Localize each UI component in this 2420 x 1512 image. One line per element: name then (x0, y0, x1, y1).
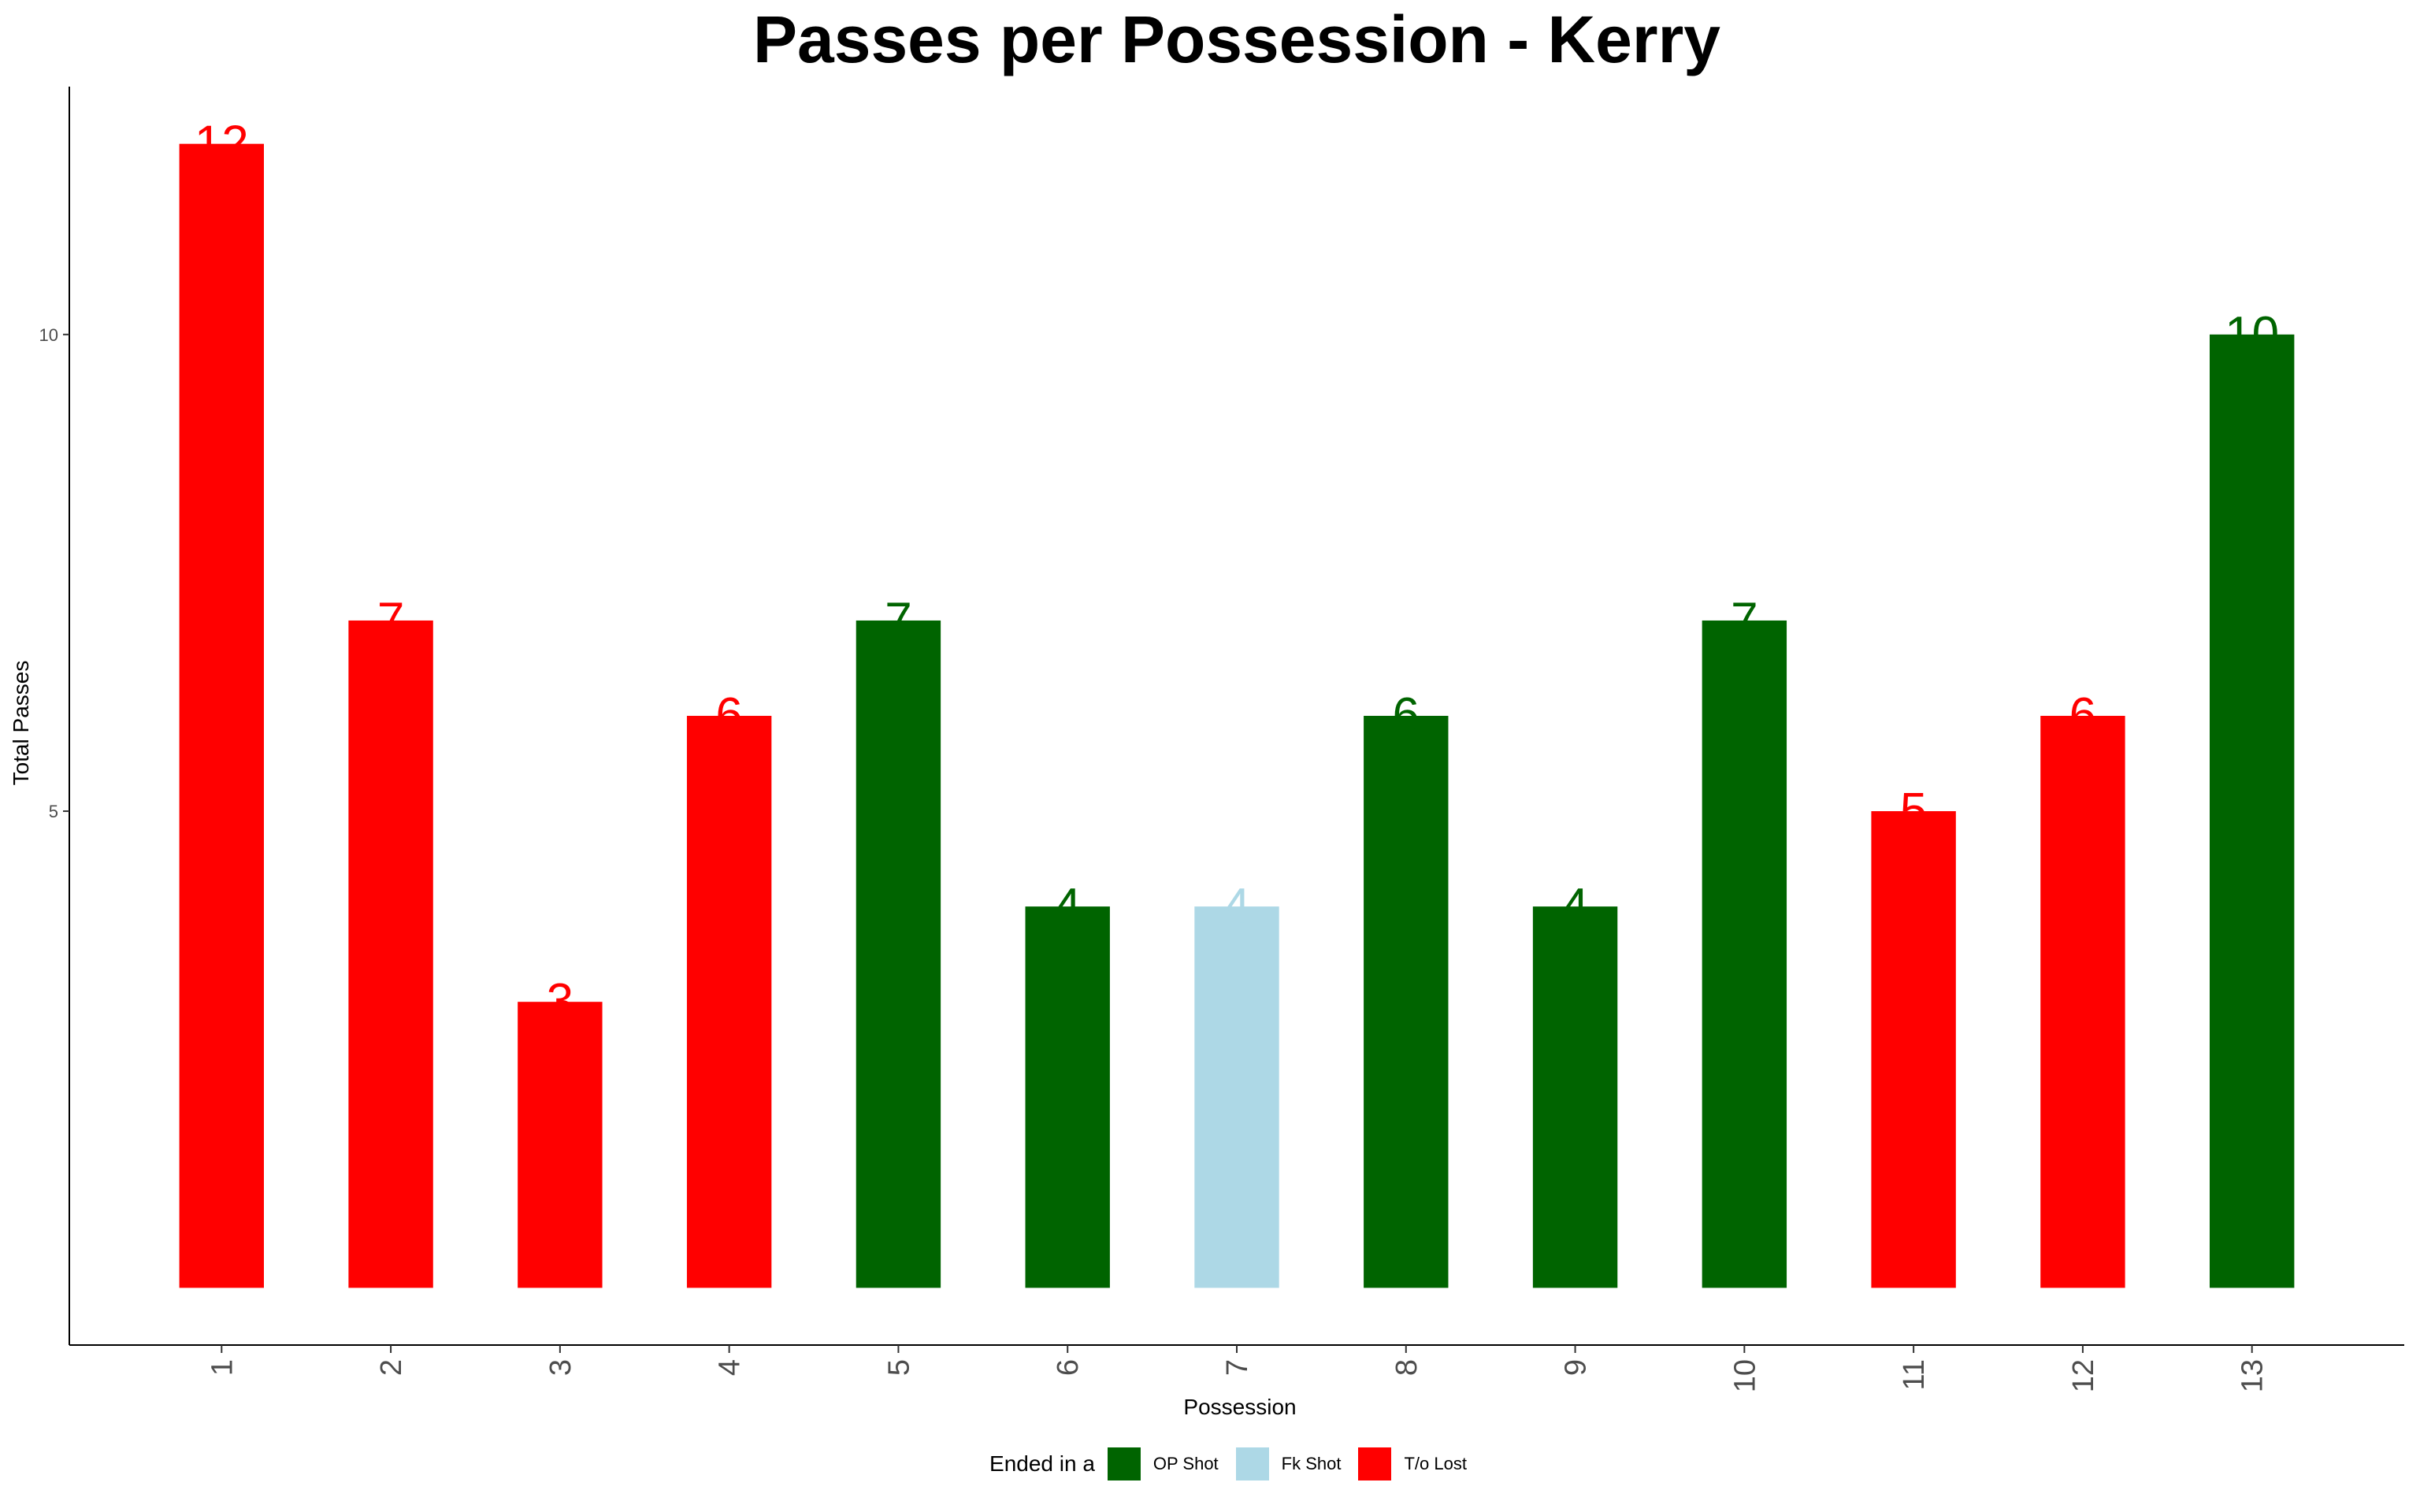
data-label: 7 (885, 593, 911, 647)
bar (1194, 906, 1279, 1288)
legend-item-op-shot: OP Shot (1107, 1447, 1219, 1480)
bar (686, 716, 772, 1288)
legend: Ended in a OP Shot Fk Shot T/o Lost (0, 1447, 2420, 1480)
data-label: 12 (195, 117, 249, 171)
bar (1702, 620, 1787, 1288)
x-tick-label: 7 (1221, 1359, 1254, 1376)
legend-item-to-lost: T/o Lost (1358, 1447, 1467, 1480)
bar (179, 143, 264, 1288)
x-tick-label: 11 (1898, 1359, 1931, 1390)
x-tick-label: 5 (882, 1359, 915, 1376)
bar (518, 1002, 603, 1288)
data-label: 4 (1561, 879, 1588, 933)
bar (1532, 906, 1618, 1288)
legend-swatch-to-lost (1358, 1447, 1392, 1480)
bar (348, 620, 433, 1288)
legend-label-to-lost: T/o Lost (1404, 1454, 1467, 1473)
data-label: 6 (715, 688, 742, 743)
bar (1871, 811, 1956, 1288)
bars (179, 143, 2295, 1288)
legend-title: Ended in a (989, 1451, 1095, 1476)
x-tick-label: 12 (2067, 1359, 2100, 1392)
data-labels: 12 7 3 6 7 4 4 6 4 7 5 6 10 (195, 117, 2279, 1029)
x-tick-label: 9 (1560, 1359, 1593, 1376)
legend-label-op-shot: OP Shot (1152, 1454, 1219, 1473)
x-tick-label: 1 (206, 1359, 239, 1376)
x-tick-label: 10 (1728, 1359, 1761, 1392)
data-label: 5 (1900, 784, 1927, 838)
data-label: 6 (2069, 688, 2096, 743)
y-tick-label: 5 (49, 802, 58, 821)
data-label: 3 (547, 974, 573, 1028)
data-label: 10 (2225, 307, 2279, 361)
y-axis-title: Total Passes (9, 661, 33, 786)
bar (1025, 906, 1110, 1288)
x-tick-label: 8 (1390, 1359, 1423, 1376)
x-tick-label: 2 (375, 1359, 408, 1376)
bar (856, 620, 941, 1288)
bar (2210, 334, 2295, 1288)
data-label: 4 (1223, 879, 1250, 933)
x-axis-title: Possession (1183, 1395, 1296, 1419)
x-tick-label: 13 (2236, 1359, 2270, 1392)
data-label: 6 (1393, 688, 1420, 743)
bar (1364, 716, 1449, 1288)
x-tick-label: 6 (1052, 1359, 1085, 1376)
legend-swatch-op-shot (1107, 1447, 1141, 1480)
legend-item-fk-shot: Fk Shot (1235, 1447, 1342, 1480)
bar (2040, 716, 2125, 1288)
data-label: 7 (377, 593, 404, 647)
data-label: 7 (1731, 593, 1757, 647)
legend-label-fk-shot: Fk Shot (1281, 1454, 1342, 1473)
chart-title: Passes per Possession - Kerry (752, 2, 1720, 76)
y-tick-label: 10 (39, 325, 58, 345)
data-label: 4 (1054, 879, 1081, 933)
legend-swatch-fk-shot (1235, 1447, 1269, 1480)
x-tick-label: 4 (714, 1359, 747, 1376)
x-tick-label: 3 (544, 1359, 577, 1376)
